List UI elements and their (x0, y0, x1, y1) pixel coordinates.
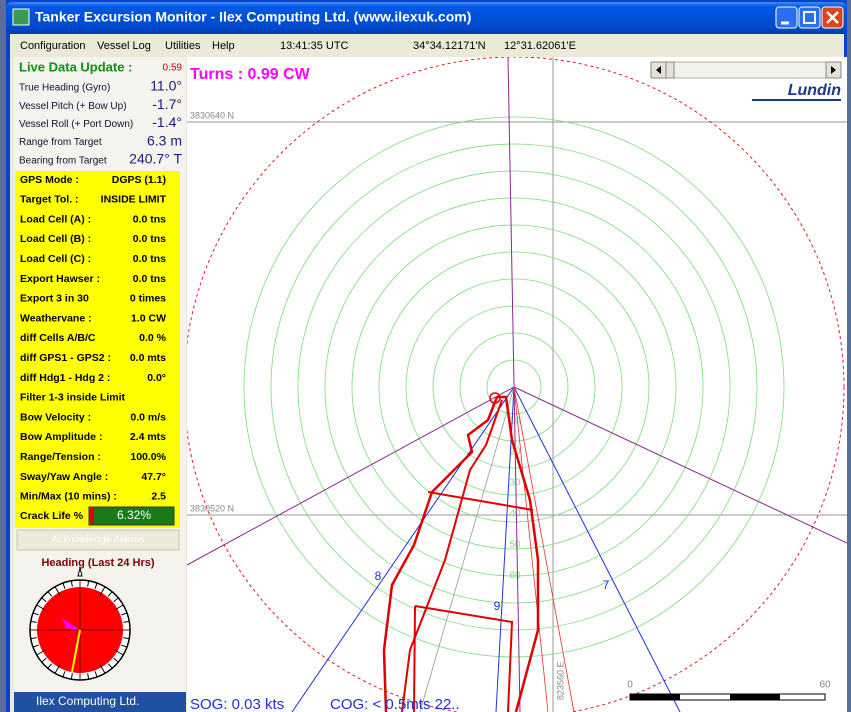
heading-panel-title: Heading (Last 24 Hrs) (41, 557, 154, 569)
status-label: diff GPS1 - GPS2 : (20, 352, 111, 364)
maximize-button[interactable] (799, 7, 820, 28)
scrollbar-thumb[interactable] (666, 62, 674, 78)
status-label: diff Cells A/B/C (20, 332, 96, 344)
status-label: Bow Amplitude : (20, 431, 102, 443)
status-label: Range/Tension : (20, 451, 101, 463)
status-label: Sway/Yaw Angle : (20, 471, 108, 483)
minimize-button[interactable] (776, 7, 797, 28)
radial-label: 9 (494, 599, 501, 613)
ring-label: 30 (509, 478, 521, 489)
longitude: 12°31.62061'E (504, 40, 576, 52)
readout-value: -1.7° (152, 96, 182, 112)
status-label: Load Cell (A) : (20, 213, 91, 225)
crack-life-label: Crack Life % (20, 510, 84, 522)
status-label: Bow Velocity : (20, 411, 91, 423)
radial-label: 8 (375, 569, 382, 583)
window-title: Tanker Excursion Monitor - Ilex Computin… (35, 9, 471, 25)
status-value: 0.0 tns (133, 253, 166, 265)
status-value: 47.7° (141, 471, 166, 483)
readout-label: Bearing from Target (19, 155, 107, 166)
northing-label: 3830640 N (190, 110, 234, 120)
footer-text: Ilex Computing Ltd. (36, 694, 139, 708)
ring-label: 50 (509, 540, 521, 551)
scrollbar-track[interactable] (651, 62, 841, 78)
radial-label: 7 (603, 578, 610, 592)
status-label: Load Cell (B) : (20, 233, 91, 245)
status-value: 2.4 mts (130, 431, 166, 443)
status-value: 1.0 CW (131, 312, 166, 324)
status-value: 0.0 mts (130, 352, 166, 364)
plot-area: 3830640 N3830520 N823560 E10203040506089… (184, 57, 847, 712)
readout-value: 240.7° T (129, 151, 182, 167)
northing-label: 3830520 N (190, 503, 234, 513)
status-value: 0.0 tns (133, 273, 166, 285)
crack-life-bar-fill (90, 508, 94, 524)
status-value: 0.0 tns (133, 213, 166, 225)
readout-value: -1.4° (152, 114, 182, 130)
status-label: Filter 1-3 inside Limit (20, 392, 126, 404)
live-label: Live Data Update : (19, 59, 132, 74)
status-label: Export Hawser : (20, 273, 100, 285)
readout-value: 6.3 m (147, 132, 182, 148)
sog-label: SOG: 0.03 kts (190, 696, 284, 712)
readout-label: Vessel Pitch (+ Bow Up) (19, 101, 127, 112)
clock: 13:41:35 UTC (280, 40, 349, 52)
app-window: Tanker Excursion Monitor - Ilex Computin… (0, 0, 851, 712)
scale-bar-segment (630, 694, 680, 700)
scale-label: 60 (819, 680, 831, 691)
status-value: 0.0° (147, 372, 166, 384)
menu-item[interactable]: Utilities (165, 40, 201, 52)
latitude: 34°34.12171'N (413, 40, 486, 52)
live-value: 0.59 (163, 63, 183, 74)
menu-item[interactable]: Configuration (20, 40, 85, 52)
readout-label: True Heading (Gyro) (19, 83, 110, 94)
menu-item[interactable]: Help (212, 40, 235, 52)
acknowledge-button-label: Acknowledge Alarms (52, 535, 145, 546)
status-label: diff Hdg1 - Hdg 2 : (20, 372, 110, 384)
scale-bar-segment (730, 694, 780, 700)
status-value: 100.0% (130, 451, 166, 463)
status-value: INSIDE LIMIT (101, 194, 167, 206)
status-label: Target Tol. : (20, 194, 79, 206)
status-label: Weathervane : (20, 312, 92, 324)
status-label: Export 3 in 30 (20, 293, 89, 305)
menu-item[interactable]: Vessel Log (97, 40, 151, 52)
plot-background (187, 57, 847, 712)
turns-label: Turns : 0.99 CW (190, 66, 311, 83)
status-value: 0 times (130, 293, 166, 305)
scale-label: 0 (627, 680, 633, 691)
status-value: 0.0 m/s (130, 411, 166, 423)
easting-label: 823560 E (555, 661, 565, 700)
readout-label: Range from Target (19, 137, 102, 148)
ring-label: 60 (509, 571, 521, 582)
status-label: Min/Max (10 mins) : (20, 491, 117, 503)
ring-label: 40 (509, 509, 521, 520)
status-value: 0.0 tns (133, 233, 166, 245)
readout-value: 11.0° (150, 78, 182, 94)
status-value: 0.0 % (139, 332, 167, 344)
status-value: 2.5 (151, 491, 166, 503)
client-logo: Lundin (788, 82, 842, 99)
crack-life-value: 6.32% (117, 508, 151, 522)
status-value: DGPS (1.1) (112, 174, 166, 186)
app-icon (13, 9, 29, 25)
cog-label: COG: < 0.5mts 22.. (330, 696, 460, 712)
readout-label: Vessel Roll (+ Port Down) (19, 119, 133, 130)
status-label: Load Cell (C) : (20, 253, 91, 265)
status-label: GPS Mode : (20, 174, 79, 186)
